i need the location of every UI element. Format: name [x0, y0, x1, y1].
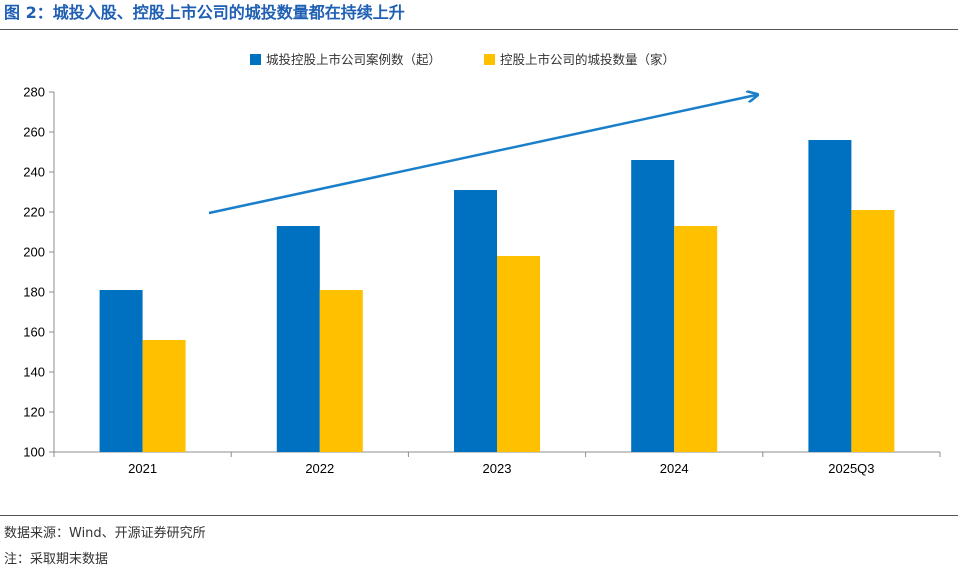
x-tick-label: 2023 — [483, 461, 512, 476]
y-tick-label: 160 — [23, 325, 45, 340]
title-rule — [0, 29, 958, 30]
bar-cases-2024 — [631, 160, 675, 452]
bar-count-2025Q3 — [851, 210, 895, 452]
bar-count-2021 — [142, 340, 186, 452]
legend-label-cases: 城投控股上市公司案例数（起） — [266, 52, 441, 67]
legend-label-count: 控股上市公司的城投数量（家） — [500, 52, 675, 67]
legend-swatch-cases — [250, 54, 261, 65]
chart-bars — [99, 140, 895, 452]
bar-count-2024 — [674, 226, 718, 452]
chart-annotations — [208, 95, 756, 215]
y-tick-label: 180 — [23, 285, 45, 300]
y-tick-label: 120 — [23, 405, 45, 420]
figure-title: 图 2：城投入股、控股上市公司的城投数量都在持续上升 — [4, 3, 405, 22]
legend-swatch-count — [484, 54, 495, 65]
x-tick-label: 2021 — [128, 461, 157, 476]
chart-legend: 城投控股上市公司案例数（起） 控股上市公司的城投数量（家） — [250, 52, 675, 67]
bar-cases-2022 — [276, 226, 320, 452]
bar-chart: 城投控股上市公司案例数（起） 控股上市公司的城投数量（家） 100 120 140 16… — [23, 52, 941, 476]
footer-rule — [0, 515, 958, 516]
bar-count-2023 — [497, 256, 540, 452]
x-tick-label: 2022 — [305, 461, 334, 476]
x-tick-label: 2024 — [660, 461, 689, 476]
y-tick-label: 220 — [23, 205, 45, 220]
y-tick-label: 100 — [23, 445, 45, 460]
bar-cases-2023 — [454, 190, 497, 452]
bar-cases-2021 — [99, 290, 143, 452]
trend-arrow — [208, 95, 756, 215]
x-tick-label: 2025Q3 — [828, 461, 874, 476]
bar-cases-2025Q3 — [808, 140, 852, 452]
footnote: 注：采取期末数据 — [4, 552, 109, 567]
y-tick-label: 260 — [23, 125, 45, 140]
source-note: 数据来源：Wind、开源证券研究所 — [4, 526, 206, 541]
y-tick-label: 280 — [23, 85, 45, 100]
y-tick-label: 140 — [23, 365, 45, 380]
bar-count-2022 — [319, 290, 363, 452]
y-tick-label: 200 — [23, 245, 45, 260]
chart-axes: 100 120 140 160 180 200 220 240 260 280 2021 2022 20… — [23, 85, 941, 476]
y-tick-label: 240 — [23, 165, 45, 180]
